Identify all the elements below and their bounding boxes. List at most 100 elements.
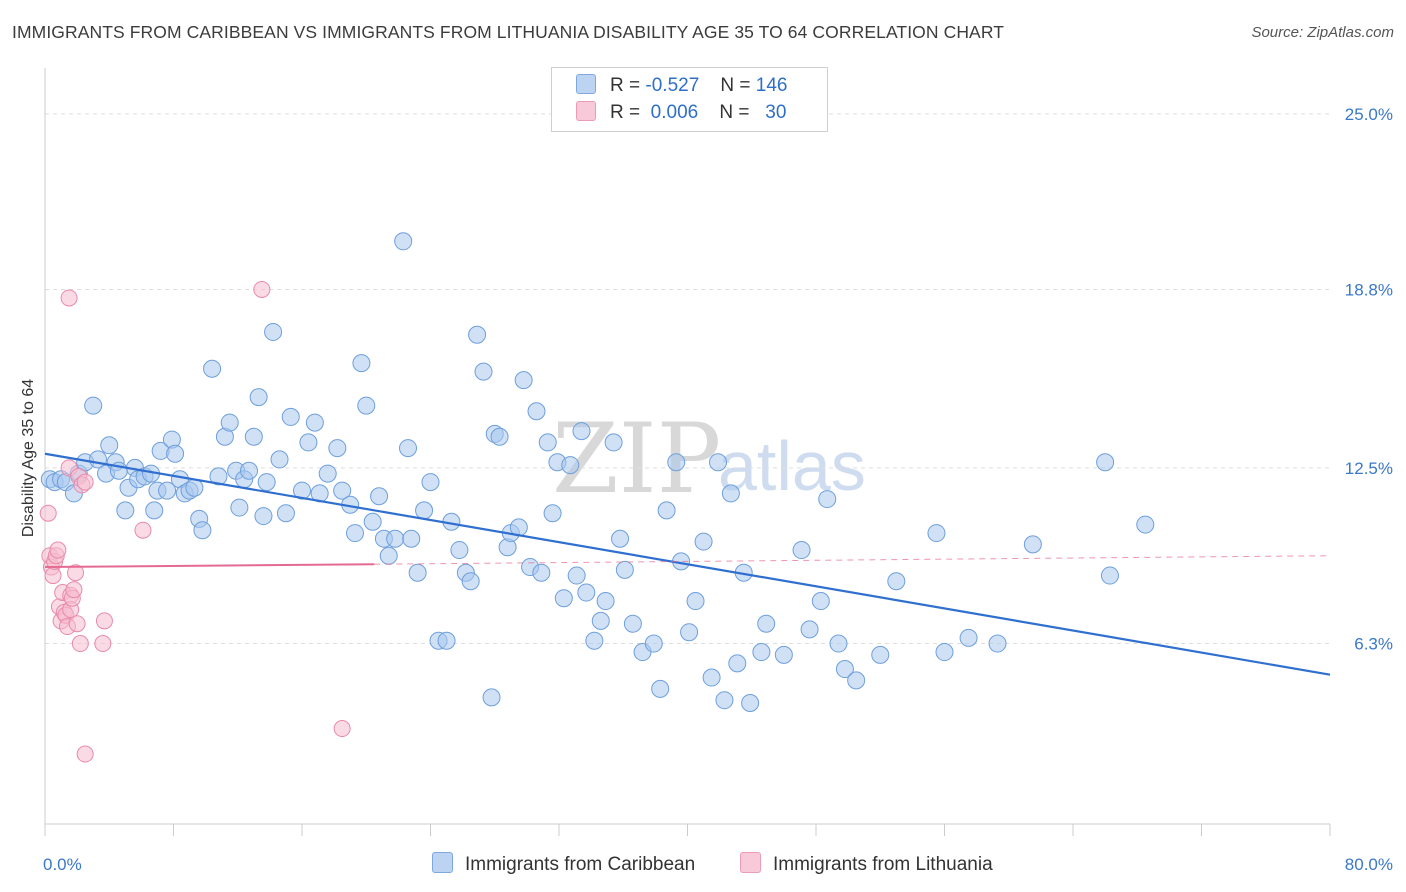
y-axis-label: Disability Age 35 to 64 (20, 379, 37, 537)
caribbean-point (554, 589, 573, 608)
caribbean-point (728, 654, 747, 673)
caribbean-point (887, 572, 906, 591)
caribbean-point (293, 481, 311, 500)
lithuania-point (71, 635, 89, 653)
caribbean-point (835, 660, 854, 679)
legend-n-label: N = (720, 75, 751, 96)
caribbean-point (959, 628, 978, 647)
legend-r-value: 0.006 (650, 102, 699, 123)
caribbean-point (305, 413, 324, 432)
caribbean-point (1136, 515, 1155, 534)
caribbean-point (249, 388, 268, 407)
watermark-atlas: atlas (718, 427, 866, 505)
caribbean-points (40, 232, 1155, 713)
lithuania-point (253, 280, 271, 298)
caribbean-point (988, 634, 1007, 653)
caribbean-point (402, 529, 421, 548)
caribbean-point (644, 634, 663, 653)
caribbean-point (230, 498, 249, 517)
caribbean-point (741, 694, 760, 713)
lithuania-point (60, 289, 78, 307)
caribbean-point (1023, 535, 1042, 554)
y-tick-label: 25.0% (1345, 105, 1393, 124)
caribbean-point (680, 623, 699, 642)
legend-n-value: 146 (755, 75, 788, 96)
caribbean-point (567, 566, 586, 585)
caribbean-point (474, 362, 493, 381)
caribbean-point (927, 524, 946, 543)
lithuania-point (333, 720, 351, 738)
caribbean-point (543, 504, 562, 523)
caribbean-point (239, 461, 258, 480)
caribbean-point (394, 232, 413, 251)
caribbean-point (686, 592, 705, 611)
lithuania-point (134, 521, 152, 539)
caribbean-point (561, 456, 580, 475)
caribbean-point (244, 427, 263, 446)
caribbean-point (386, 529, 405, 548)
watermark-zip: ZIP (552, 403, 721, 515)
chart-title: IMMIGRANTS FROM CARIBBEAN VS IMMIGRANTS … (12, 22, 1005, 42)
legend-r-label: R = (610, 102, 641, 123)
legend-r-label: R = (610, 75, 641, 96)
lithuania-point (76, 473, 94, 491)
caribbean-point (538, 433, 557, 452)
caribbean-point (490, 427, 509, 446)
bottom-legend-caribbean: Immigrants from Caribbean (432, 852, 695, 876)
caribbean-point (577, 583, 596, 602)
caribbean-point (299, 433, 318, 452)
caribbean-point (482, 688, 501, 707)
lithuania-point (68, 615, 86, 633)
y-tick-label: 12.5% (1345, 459, 1393, 478)
caribbean-point (721, 484, 740, 503)
lithuania-point (67, 564, 85, 582)
caribbean-point (591, 611, 610, 630)
caribbean-point (363, 512, 382, 531)
caribbean-point (532, 563, 551, 582)
caribbean-point (757, 614, 776, 633)
caribbean-point (657, 501, 676, 520)
caribbean-point (437, 631, 456, 650)
caribbean-point (468, 325, 487, 344)
lithuania-point (44, 567, 62, 585)
caribbean-point (379, 546, 398, 565)
y-tick-label: 18.8% (1345, 280, 1393, 299)
caribbean-point (527, 402, 546, 421)
caribbean-point (694, 532, 713, 551)
axes (44, 68, 1331, 836)
lithuania-trend-extension (374, 555, 1331, 565)
caribbean-point (357, 396, 376, 415)
caribbean-point (276, 504, 295, 523)
caribbean-point (514, 371, 533, 390)
caribbean-point (281, 407, 300, 426)
legend-r-value: -0.527 (645, 75, 700, 96)
caribbean-point (774, 645, 793, 664)
caribbean-point (193, 521, 212, 540)
caribbean-point (623, 614, 642, 633)
caribbean-point (158, 481, 177, 500)
caribbean-point (572, 422, 591, 441)
caribbean-point (84, 396, 103, 415)
caribbean-point (450, 541, 469, 560)
caribbean-point (461, 572, 480, 591)
caribbean-point (254, 507, 273, 526)
lithuania-points (39, 280, 351, 763)
caribbean-point (421, 473, 440, 492)
blue-swatch-icon (432, 852, 453, 873)
lithuania-point (95, 612, 113, 630)
caribbean-point (1100, 566, 1119, 585)
caribbean-point (270, 450, 289, 469)
caribbean-point (220, 413, 239, 432)
caribbean-point (1096, 453, 1115, 472)
caribbean-point (166, 444, 185, 463)
lithuania-point (76, 745, 94, 763)
lithuania-point (65, 581, 83, 599)
lithuania-point (49, 541, 67, 559)
caribbean-point (615, 560, 634, 579)
caribbean-point (209, 467, 228, 486)
caribbean-point (100, 436, 119, 455)
x-tick-label: 80.0% (1345, 855, 1393, 874)
caribbean-trend-line (44, 452, 1331, 676)
caribbean-point (935, 643, 954, 662)
